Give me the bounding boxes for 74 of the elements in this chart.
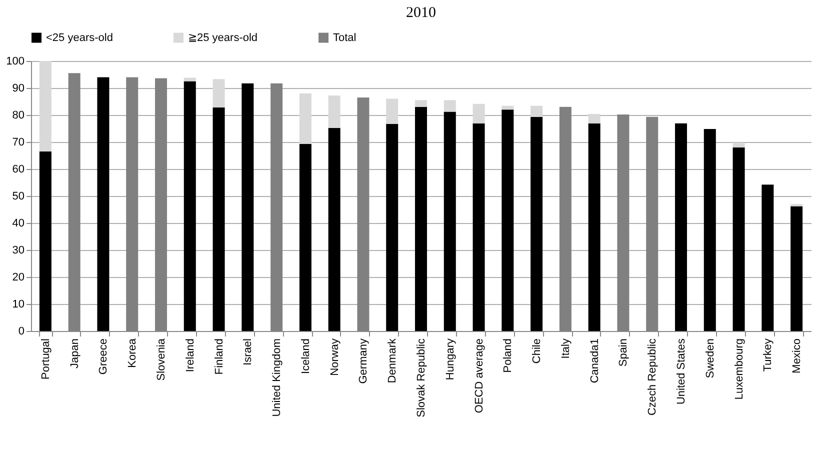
bar (212, 107, 225, 331)
x-tick-label: Mexico (791, 338, 804, 374)
x-tick-label: United Kingdom (271, 338, 284, 417)
y-tick-label: 40 (12, 218, 24, 230)
y-tick-label: 70 (12, 136, 24, 148)
legend-label: <25 years-old (46, 32, 113, 44)
bar (530, 116, 543, 331)
bar (299, 144, 312, 331)
x-tick-label: Spain (618, 338, 630, 367)
y-tick-label: 100 (6, 56, 24, 68)
bar (328, 96, 340, 128)
y-tick-label: 10 (12, 298, 24, 310)
x-tick-label: United States (676, 338, 688, 405)
x-tick-label: Ireland (184, 338, 196, 372)
y-tick-label: 50 (12, 190, 24, 202)
bar (39, 151, 52, 331)
bar (704, 129, 716, 331)
bar (444, 112, 456, 331)
legend-label: ≧25 years-old (188, 32, 258, 44)
x-tick-label: Hungary (444, 338, 456, 380)
x-tick-label: Canada1 (588, 338, 601, 384)
chart-title: 2010 (406, 5, 436, 21)
bar (299, 93, 312, 144)
legend-label: Total (333, 32, 356, 44)
x-tick-label: Norway (328, 338, 341, 376)
x-tick-label: Iceland (300, 338, 312, 374)
x-tick-label: Slovak Republic (416, 338, 428, 418)
bar (732, 147, 745, 331)
bar (530, 106, 543, 117)
x-tick-label: Denmark (386, 338, 399, 384)
x-tick-label: Turkey (762, 338, 774, 372)
x-tick-label: OECD average (473, 338, 486, 414)
bar (732, 142, 745, 148)
y-tick-label: 90 (12, 82, 24, 94)
x-tick-label: Slovenia (156, 338, 168, 381)
bar (790, 206, 803, 331)
bar (184, 81, 196, 331)
bar (386, 124, 398, 331)
bar (675, 123, 687, 331)
bar (212, 79, 225, 108)
x-tick-label: Portugal (40, 338, 52, 380)
bar (184, 78, 196, 82)
bar (444, 100, 456, 112)
bar (502, 106, 514, 110)
x-tick-label: Korea (126, 338, 139, 368)
x-tick-label: Chile (531, 338, 544, 364)
x-tick-label: Czech Republic (646, 338, 659, 416)
x-tick-label: Luxembourg (733, 338, 746, 400)
y-tick-label: 0 (18, 326, 24, 338)
bar (415, 100, 427, 107)
bar (472, 123, 485, 331)
bar (242, 83, 254, 331)
y-tick-label: 80 (12, 110, 24, 122)
bar (39, 61, 52, 152)
x-tick-label: Sweden (704, 338, 716, 378)
bar (762, 184, 774, 331)
bar (472, 104, 485, 124)
x-tick-label: Poland (502, 338, 514, 373)
x-tick-label: Japan (68, 338, 81, 368)
x-tick-label: Finland (213, 338, 226, 375)
y-tick-label: 30 (12, 244, 24, 256)
x-tick-label: Italy (560, 338, 572, 359)
bar (588, 123, 600, 331)
y-tick-label: 20 (12, 272, 24, 284)
x-tick-label: Germany (358, 338, 370, 384)
bar (588, 114, 600, 124)
bar (386, 98, 398, 124)
x-tick-label: Greece (98, 338, 110, 375)
bar (502, 110, 514, 331)
bar (415, 106, 427, 331)
y-tick-label: 60 (12, 164, 24, 176)
bar (328, 128, 340, 331)
bar (97, 77, 110, 331)
x-tick-label: Israel (242, 338, 254, 366)
